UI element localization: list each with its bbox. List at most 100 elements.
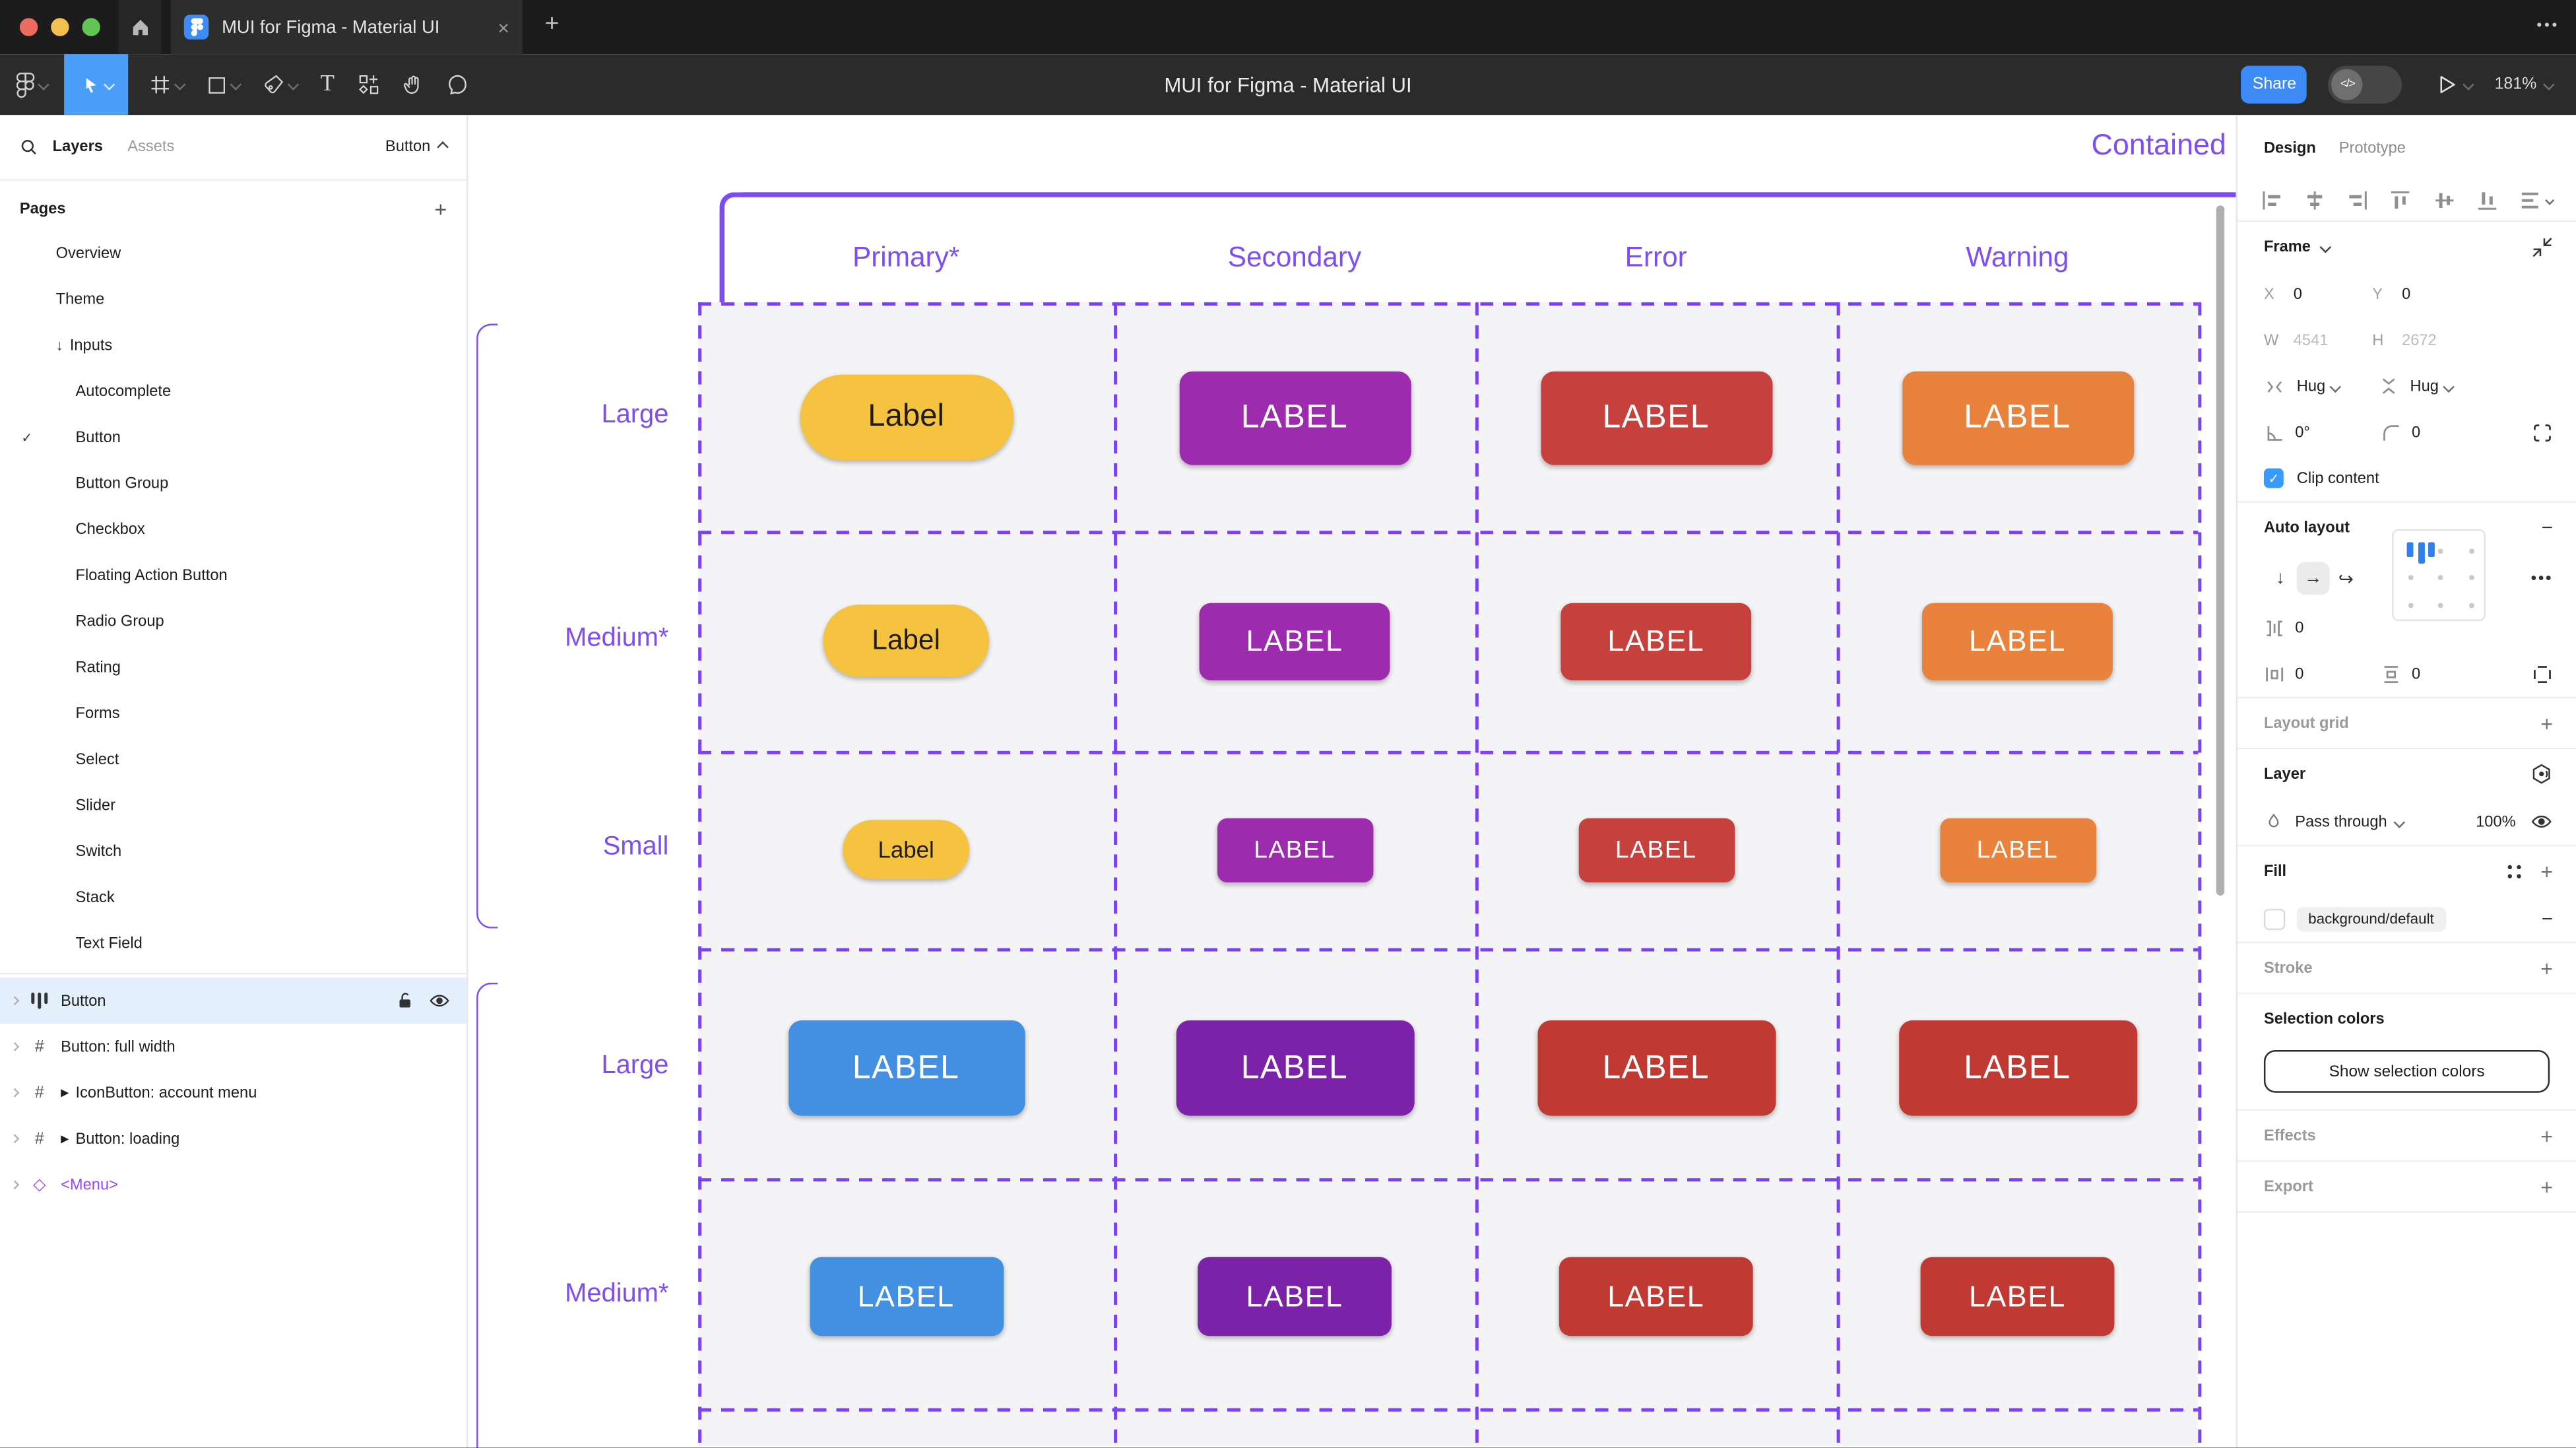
align-bottom-icon[interactable] bbox=[2476, 189, 2499, 212]
canvas-button[interactable]: LABEL bbox=[1198, 1257, 1392, 1336]
canvas[interactable]: Contained Primary* Secondary Error Warning L… bbox=[468, 115, 2236, 1448]
page-item-switch[interactable]: Switch bbox=[0, 828, 467, 874]
canvas-button[interactable]: LABEL bbox=[1540, 370, 1772, 465]
blend-mode-dropdown[interactable]: Pass through bbox=[2295, 812, 2446, 831]
page-item-button[interactable]: ✓ Button bbox=[0, 414, 467, 460]
canvas-button[interactable]: LABEL bbox=[1178, 370, 1411, 465]
align-right-icon[interactable] bbox=[2346, 189, 2369, 212]
expand-chevron-icon[interactable] bbox=[10, 1088, 20, 1098]
clip-content-checkbox[interactable]: ✓ bbox=[2263, 468, 2284, 488]
canvas-button[interactable]: LABEL bbox=[1199, 602, 1390, 680]
canvas-button[interactable]: Label bbox=[799, 374, 1013, 461]
expand-chevron-icon[interactable] bbox=[10, 1041, 20, 1052]
add-fill-button[interactable]: + bbox=[2540, 858, 2554, 884]
horizontal-padding-value[interactable]: 0 bbox=[2295, 665, 2304, 683]
layer-row-button-full-width[interactable]: # Button: full width bbox=[0, 1024, 467, 1070]
page-item-autocomplete[interactable]: Autocomplete bbox=[0, 368, 467, 414]
visible-eye-icon[interactable] bbox=[429, 993, 450, 1009]
canvas-button[interactable]: LABEL bbox=[1561, 602, 1752, 680]
page-item-stack[interactable]: Stack bbox=[0, 874, 467, 921]
move-tool[interactable] bbox=[64, 54, 129, 115]
page-item-slider[interactable]: Slider bbox=[0, 782, 467, 828]
shape-tool[interactable] bbox=[195, 54, 251, 115]
shrink-icon[interactable] bbox=[2532, 236, 2553, 257]
align-vertical-center-icon[interactable] bbox=[2432, 189, 2455, 212]
share-button[interactable]: Share bbox=[2241, 65, 2307, 104]
page-item-rating[interactable]: Rating bbox=[0, 644, 467, 690]
corner-radius-value[interactable]: 0 bbox=[2412, 423, 2421, 442]
page-item-radio-group[interactable]: Radio Group bbox=[0, 598, 467, 644]
add-effect-button[interactable]: + bbox=[2540, 1123, 2554, 1148]
canvas-button[interactable]: LABEL bbox=[1939, 817, 2096, 882]
text-tool[interactable]: T bbox=[309, 54, 346, 115]
align-horizontal-center-icon[interactable] bbox=[2303, 189, 2327, 212]
visibility-eye-icon[interactable] bbox=[2530, 813, 2553, 830]
h-value[interactable]: 2672 bbox=[2402, 331, 2437, 350]
distribute-menu[interactable] bbox=[2519, 189, 2555, 212]
w-value[interactable]: 4541 bbox=[2293, 331, 2329, 350]
unlock-icon[interactable] bbox=[396, 991, 414, 1010]
add-page-button[interactable]: + bbox=[434, 196, 447, 221]
expand-chevron-icon[interactable] bbox=[10, 996, 20, 1006]
search-icon[interactable] bbox=[20, 138, 38, 156]
home-button[interactable] bbox=[118, 0, 162, 55]
canvas-button[interactable]: Label bbox=[843, 820, 969, 880]
layer-row-iconbutton-account-menu[interactable]: # ▶ IconButton: account menu bbox=[0, 1070, 467, 1116]
canvas-button[interactable]: LABEL bbox=[1537, 1020, 1776, 1116]
zoom-window-button[interactable] bbox=[82, 18, 100, 36]
vertical-padding-value[interactable]: 0 bbox=[2412, 665, 2421, 683]
auto-layout-more-icon[interactable]: ••• bbox=[2530, 569, 2554, 588]
frame-tool[interactable] bbox=[138, 54, 195, 115]
vertical-resizing-dropdown[interactable]: Hug bbox=[2410, 377, 2455, 395]
page-item-overview[interactable]: Overview bbox=[0, 230, 467, 277]
main-menu-button[interactable] bbox=[0, 54, 59, 115]
fill-style-chip[interactable]: background/default bbox=[2296, 906, 2446, 931]
page-item-checkbox[interactable]: Checkbox bbox=[0, 506, 467, 552]
rotation-value[interactable]: 0° bbox=[2295, 423, 2310, 442]
canvas-button[interactable]: LABEL bbox=[1898, 1020, 2137, 1116]
align-top-icon[interactable] bbox=[2389, 189, 2412, 212]
page-item-inputs[interactable]: ↓ Inputs bbox=[0, 322, 467, 368]
resources-tool[interactable] bbox=[346, 54, 390, 115]
page-item-floating-action-button[interactable]: Floating Action Button bbox=[0, 552, 467, 599]
zoom-menu[interactable]: 181% bbox=[2495, 76, 2555, 94]
new-tab-button[interactable]: + bbox=[544, 9, 560, 38]
page-item-button-group[interactable]: Button Group bbox=[0, 460, 467, 506]
tab-assets[interactable]: Assets bbox=[127, 138, 175, 156]
tab-prototype[interactable]: Prototype bbox=[2338, 139, 2406, 157]
canvas-button[interactable]: LABEL bbox=[1559, 1257, 1753, 1336]
show-selection-colors-button[interactable]: Show selection colors bbox=[2263, 1049, 2550, 1093]
fill-color-swatch[interactable] bbox=[2263, 907, 2286, 929]
layer-opacity-value[interactable]: 100% bbox=[2476, 812, 2516, 831]
page-item-forms[interactable]: Forms bbox=[0, 690, 467, 737]
frame-title[interactable]: Contained bbox=[2091, 128, 2226, 162]
x-value[interactable]: 0 bbox=[2293, 284, 2302, 304]
add-stroke-button[interactable]: + bbox=[2540, 955, 2554, 981]
horizontal-resizing-dropdown[interactable]: Hug bbox=[2297, 377, 2373, 395]
layout-horizontal-button[interactable]: → bbox=[2296, 562, 2330, 595]
individual-padding-icon[interactable] bbox=[2532, 663, 2553, 684]
independent-corners-icon[interactable] bbox=[2532, 422, 2553, 443]
expand-chevron-icon[interactable] bbox=[10, 1134, 20, 1144]
canvas-button[interactable]: LABEL bbox=[1920, 1257, 2115, 1336]
remove-auto-layout-button[interactable]: − bbox=[2541, 515, 2554, 539]
page-item-select[interactable]: Select bbox=[0, 736, 467, 782]
canvas-scrollbar[interactable] bbox=[2215, 205, 2225, 896]
frame-section-title[interactable]: Frame bbox=[2263, 237, 2311, 256]
add-export-button[interactable]: + bbox=[2540, 1173, 2554, 1199]
file-tab[interactable]: MUI for Figma - Material UI × bbox=[170, 0, 523, 55]
canvas-button[interactable]: LABEL bbox=[1578, 817, 1734, 882]
canvas-button[interactable]: LABEL bbox=[1216, 817, 1373, 882]
close-window-button[interactable] bbox=[19, 18, 38, 36]
hand-tool[interactable] bbox=[390, 54, 434, 115]
canvas-button[interactable]: Label bbox=[823, 605, 989, 677]
layout-vertical-button[interactable]: ↓ bbox=[2275, 568, 2285, 589]
comment-tool[interactable] bbox=[435, 54, 479, 115]
titlebar-overflow-icon[interactable]: ••• bbox=[2536, 16, 2560, 33]
add-layout-grid-button[interactable]: + bbox=[2540, 710, 2554, 736]
align-left-icon[interactable] bbox=[2261, 189, 2284, 212]
component-filter-dropdown[interactable]: Button bbox=[385, 138, 449, 156]
apply-variable-icon[interactable] bbox=[2506, 862, 2524, 880]
layer-row-button-loading[interactable]: # ▶ Button: loading bbox=[0, 1116, 467, 1162]
blend-mode-icon[interactable] bbox=[2530, 762, 2553, 785]
